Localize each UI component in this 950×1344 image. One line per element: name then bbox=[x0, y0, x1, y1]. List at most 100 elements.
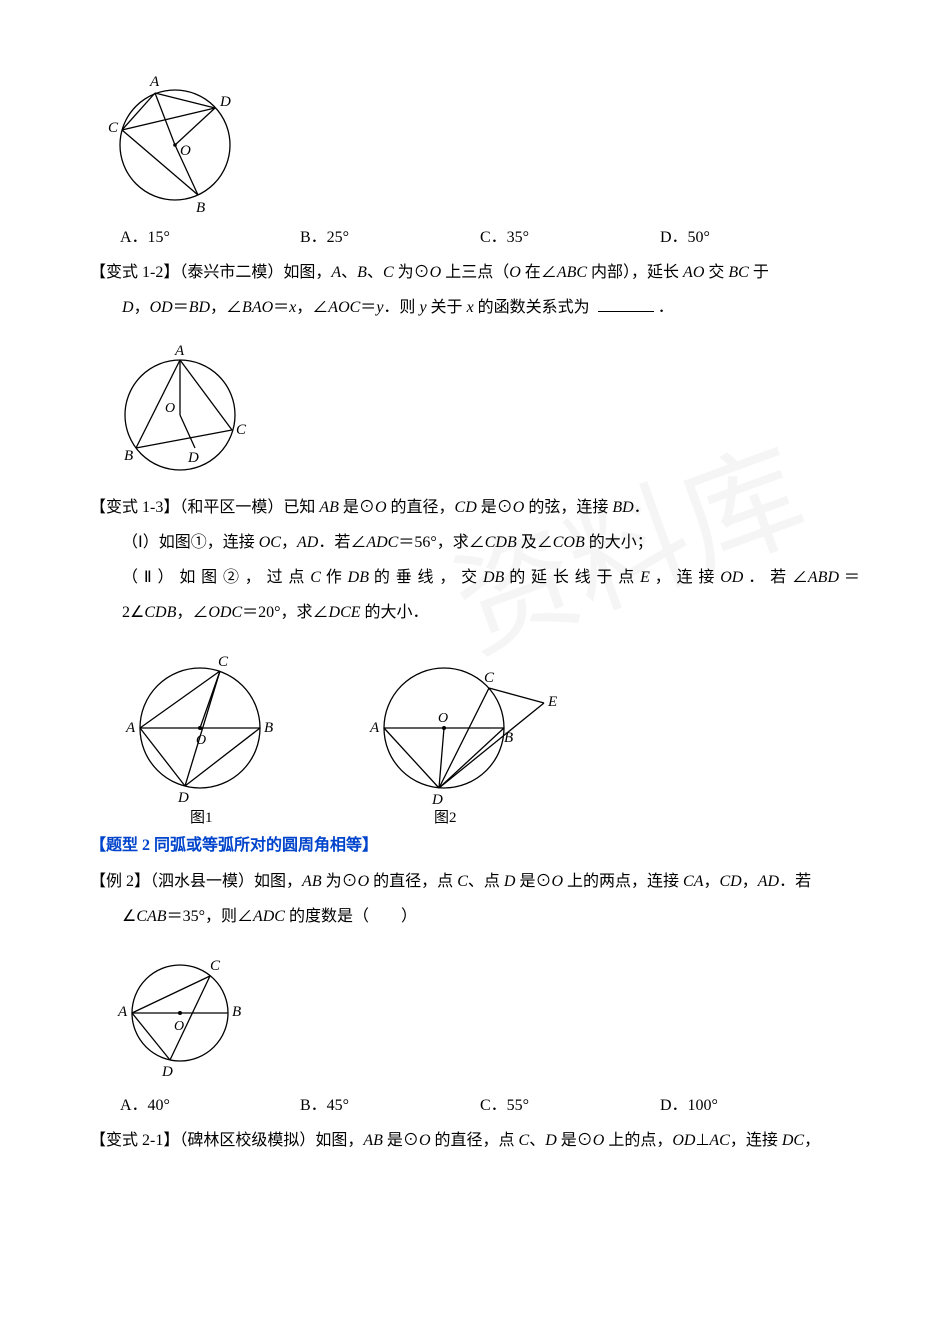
t: ，∠ bbox=[296, 299, 328, 316]
t: 上三点（ bbox=[441, 264, 509, 281]
t: 是⊙ bbox=[557, 1132, 593, 1149]
svg-text:C: C bbox=[236, 422, 247, 438]
i: B bbox=[357, 264, 367, 281]
i: A bbox=[331, 264, 341, 281]
svg-text:D: D bbox=[187, 450, 199, 466]
i: OD bbox=[150, 299, 173, 316]
t: 关于 bbox=[427, 299, 467, 316]
t: 如图， bbox=[254, 873, 302, 890]
t: ＝ bbox=[839, 569, 860, 586]
i: BAO bbox=[242, 299, 273, 316]
svg-text:图2: 图2 bbox=[434, 809, 457, 826]
svg-text:C: C bbox=[218, 654, 229, 670]
t: 的大小． bbox=[361, 604, 429, 621]
i: CD bbox=[455, 499, 477, 516]
q1-3-line1: 【变式 1-3】（和平区一模）已知 AB 是⊙O 的直径，CD 是⊙O 的弦，连… bbox=[90, 490, 860, 525]
i: DC bbox=[782, 1132, 804, 1149]
t: ， 连 接 bbox=[650, 569, 720, 586]
i: ABC bbox=[557, 264, 587, 281]
figure-1-3-pair: A B C D O 图1 A B C E D O 图2 bbox=[90, 638, 860, 828]
t: 、 bbox=[529, 1132, 545, 1149]
t: ．则 bbox=[383, 299, 419, 316]
q1-3-part3: 2∠CDB，∠ODC＝20°，求∠DCE 的大小． bbox=[90, 595, 860, 630]
i: O bbox=[551, 873, 563, 890]
t: 的大小； bbox=[585, 534, 653, 551]
svg-text:A: A bbox=[174, 343, 185, 359]
t: （ Ⅱ ） 如 图 ② ， 过 点 bbox=[122, 569, 310, 586]
t: 上的点， bbox=[604, 1132, 672, 1149]
svg-text:C: C bbox=[210, 958, 221, 974]
t: ． bbox=[634, 499, 650, 516]
fill-blank bbox=[598, 311, 654, 312]
i: O bbox=[419, 1132, 431, 1149]
q1-3-part2: （ Ⅱ ） 如 图 ② ， 过 点 C 作 DB 的 垂 线 ， 交 DB 的 … bbox=[90, 560, 860, 595]
i: COB bbox=[553, 534, 585, 551]
option-b: B．45° bbox=[300, 1088, 480, 1123]
t: 为⊙ bbox=[394, 264, 430, 281]
circle-figure-2-icon: A B C E D O 图2 bbox=[344, 638, 604, 828]
t: 上的两点，连接 bbox=[563, 873, 683, 890]
t: 的函数关系式为 bbox=[474, 299, 594, 316]
option-a: A．15° bbox=[120, 220, 300, 255]
i: CD bbox=[720, 873, 742, 890]
svg-text:B: B bbox=[232, 1004, 241, 1020]
svg-text:B: B bbox=[264, 720, 273, 736]
i: BD bbox=[612, 499, 633, 516]
t: 的度数是（ ） bbox=[285, 908, 417, 925]
svg-text:B: B bbox=[504, 730, 513, 746]
svg-text:A: A bbox=[369, 720, 380, 736]
svg-text:B: B bbox=[124, 448, 133, 464]
t: 、 bbox=[367, 264, 383, 281]
svg-text:D: D bbox=[431, 792, 443, 808]
i: AB bbox=[302, 873, 322, 890]
t: ＝56°，求∠ bbox=[398, 534, 484, 551]
i: AOC bbox=[328, 299, 360, 316]
options-row-ex2: A．40° B．45° C．55° D．100° bbox=[90, 1088, 860, 1123]
t: ， bbox=[742, 873, 758, 890]
option-c: C．35° bbox=[480, 220, 660, 255]
t: 作 bbox=[321, 569, 348, 586]
i: DB bbox=[348, 569, 369, 586]
q1-2-source: （泰兴市二模） bbox=[179, 264, 283, 281]
t: ． 若 ∠ bbox=[743, 569, 808, 586]
t: ， bbox=[281, 534, 297, 551]
t: ＝ bbox=[360, 299, 376, 316]
t: ， bbox=[804, 1132, 820, 1149]
q2-1-prefix: 【变式 2-1】 bbox=[90, 1132, 179, 1149]
circle-figure-1-icon: A B C D O 图1 bbox=[110, 638, 310, 828]
ex2-prefix: 【例 2】 bbox=[90, 873, 150, 890]
i: O bbox=[513, 499, 525, 516]
q1-2-line2: D，OD＝BD，∠BAO＝x，∠AOC＝y．则 y 关于 x 的函数关系式为 ． bbox=[90, 290, 860, 325]
i: CAB bbox=[136, 908, 166, 925]
svg-text:图1: 图1 bbox=[190, 809, 213, 826]
i: D bbox=[122, 299, 134, 316]
option-a: A．40° bbox=[120, 1088, 300, 1123]
i: O bbox=[358, 873, 370, 890]
t: （Ⅰ）如图①，连接 bbox=[122, 534, 259, 551]
i: CA bbox=[683, 873, 703, 890]
t: 交 bbox=[704, 264, 728, 281]
t: ，连接 bbox=[730, 1132, 782, 1149]
i: AC bbox=[709, 1132, 729, 1149]
svg-text:O: O bbox=[180, 143, 191, 159]
circle-figure-top-icon: A D C O B bbox=[100, 60, 250, 220]
t: 已知 bbox=[283, 499, 319, 516]
svg-text:E: E bbox=[547, 694, 557, 710]
t: ．若∠ bbox=[318, 534, 366, 551]
i: OC bbox=[259, 534, 281, 551]
q1-3-prefix: 【变式 1-3】 bbox=[90, 499, 179, 516]
i: ODC bbox=[208, 604, 242, 621]
circle-figure-1-2-icon: O A B C D bbox=[110, 330, 260, 490]
q1-3-source: （和平区一模） bbox=[179, 499, 283, 516]
t: ，∠ bbox=[210, 299, 242, 316]
i: CDB bbox=[144, 604, 176, 621]
i: E bbox=[640, 569, 650, 586]
t: ， bbox=[134, 299, 150, 316]
svg-text:O: O bbox=[196, 733, 206, 748]
option-b: B．25° bbox=[300, 220, 480, 255]
q1-2-line1: 【变式 1-2】（泰兴市二模）如图，A、B、C 为⊙O 上三点（O 在∠ABC … bbox=[90, 255, 860, 290]
q1-2-prefix: 【变式 1-2】 bbox=[90, 264, 179, 281]
i: D bbox=[545, 1132, 557, 1149]
t: 是⊙ bbox=[515, 873, 551, 890]
t: ，∠ bbox=[176, 604, 208, 621]
